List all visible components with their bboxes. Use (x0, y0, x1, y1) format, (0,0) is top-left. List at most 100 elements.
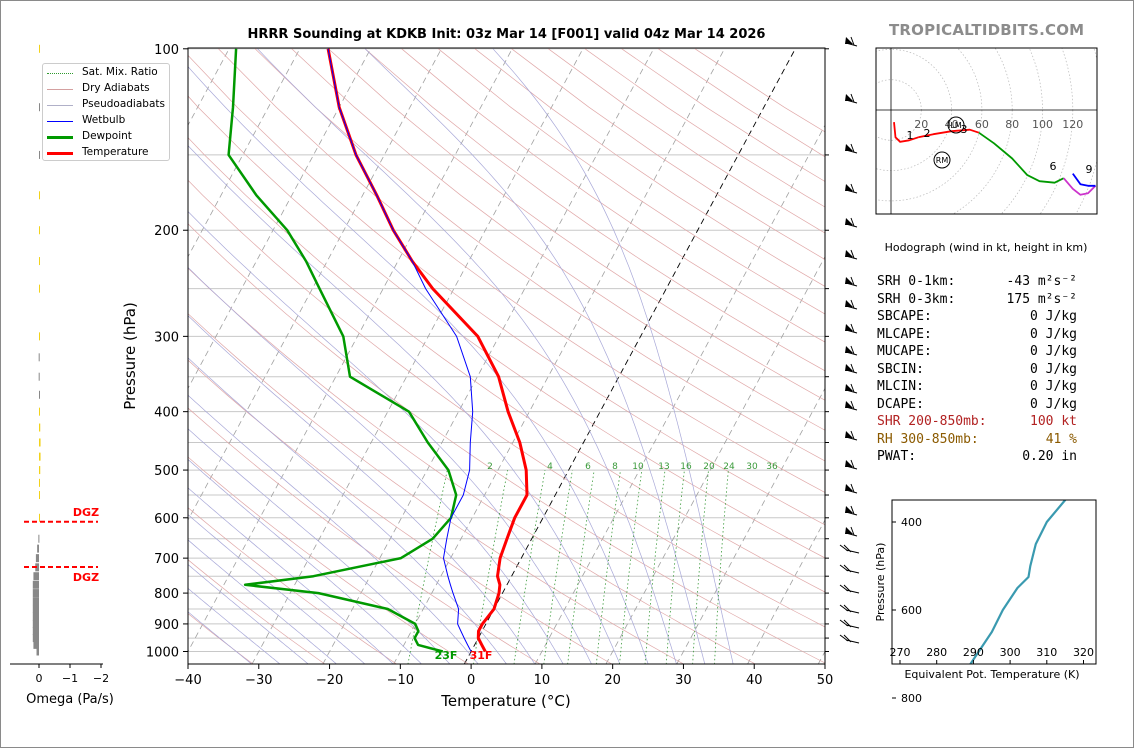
dry-adiabat (188, 137, 825, 593)
wind-barb-flag (850, 363, 855, 373)
mixing-ratio-label: 6 (585, 462, 591, 472)
wind-barb (839, 564, 860, 574)
pseudoadiabat (188, 357, 507, 664)
isotherm-line (188, 48, 442, 521)
x-tick-label: 30 (675, 673, 692, 688)
isotherm-line (188, 48, 301, 258)
stat-value: 0 J/kg (1030, 379, 1077, 394)
y-tick-label: 600 (154, 512, 179, 527)
stat-row: MUCAPE: 0 J/kg (877, 343, 1107, 361)
isotherm-line (322, 48, 655, 664)
surface-dewpoint-label: 23F (435, 649, 458, 662)
wind-barb (845, 400, 858, 411)
y-tick-label: 1000 (146, 646, 179, 661)
theta-e-plot-area (969, 500, 1067, 664)
x-tick-label: 10 (534, 673, 551, 688)
stat-value: 0 J/kg (1030, 326, 1077, 342)
theta-e-x-tick-label: 290 (963, 646, 984, 659)
hodograph-trace (1072, 173, 1096, 187)
mixing-ratio-label: 8 (612, 462, 618, 472)
stat-label: SRH 0-1km: (877, 274, 956, 289)
omega-bar (32, 634, 39, 643)
dry-adiabat (188, 95, 825, 559)
omega-bar (39, 191, 40, 200)
hodograph-ring-label: 60 (975, 118, 989, 131)
omega-bar (39, 226, 40, 235)
dry-adiabat (401, 48, 825, 343)
hodograph-ring-label: 80 (1005, 118, 1019, 131)
omega-bar (39, 44, 40, 53)
stat-value: 0.20 in (1022, 449, 1077, 464)
wind-barb (839, 619, 860, 629)
wind-barb (845, 249, 858, 260)
wind-barb-flag (850, 383, 855, 393)
mixing-ratio-line (513, 470, 546, 664)
wind-barb (845, 483, 858, 494)
omega-bar (36, 647, 39, 656)
stat-row: DCAPE: 0 J/kg (877, 396, 1107, 414)
pseudoadiabat (188, 514, 366, 664)
stat-value: 41 % (1045, 431, 1077, 447)
chart-legend: Sat. Mix. Ratio Dry Adiabats Pseudoadiab… (42, 63, 170, 161)
stat-value: 0 J/kg (1030, 361, 1077, 377)
wind-barb-flag (843, 634, 852, 643)
omega-bar (39, 478, 40, 487)
stat-row: RH 300-850mb: 41 % (877, 431, 1107, 449)
site-brand[interactable]: TROPICALTIDBITS.COM (889, 21, 1085, 39)
omega-tick-label: 0 (36, 672, 43, 685)
hodograph-frame (875, 47, 1098, 215)
legend-label: Wetbulb (82, 114, 126, 126)
theta-e-y-tick-label: 600 (901, 604, 922, 617)
hodograph-height-label: 2 (924, 127, 931, 140)
stat-label: SBCAPE: (877, 309, 932, 324)
pseudoadiabat (257, 48, 677, 664)
pseudoadiabat (364, 48, 706, 664)
wind-barb-pennant (845, 218, 853, 225)
mixing-ratio-line (595, 470, 621, 664)
omega-bar (32, 627, 39, 636)
hodograph-ring-label: 100 (1032, 118, 1053, 131)
omega-tick-label: −2 (93, 672, 109, 685)
legend-label: Dewpoint (82, 130, 132, 142)
wind-barb-flag (839, 584, 849, 592)
legend-swatch-pseudoadiabats (47, 105, 73, 106)
isotherm-line (188, 48, 371, 390)
wind-barb-pennant (845, 484, 853, 491)
trace-dewpoint (227, 48, 458, 653)
theta-e-x-axis-label: Equivalent Pot. Temperature (K) (904, 668, 1079, 681)
stat-row: SBCIN: 0 J/kg (877, 361, 1107, 379)
mixing-ratio-label: 16 (680, 462, 692, 472)
hodograph-height-label: 6 (1050, 160, 1057, 173)
wind-barb-pennant (845, 460, 853, 467)
wind-barb-flag (850, 430, 855, 440)
stat-row: SHR 200-850mb: 100 kt (877, 413, 1107, 431)
pseudoadiabat (188, 315, 536, 664)
legend-swatch-wetbulb (47, 121, 73, 122)
isotherm-line (251, 48, 584, 664)
legend-swatch-temperature (47, 152, 73, 155)
legend-swatch-dewpoint (47, 136, 73, 139)
wind-barb (845, 276, 858, 287)
stat-label: SRH 0-3km: (877, 291, 956, 307)
wind-barb-flag (850, 276, 855, 286)
omega-bar (39, 390, 40, 399)
wind-barb-flag (839, 564, 849, 572)
wind-barb-pennant (845, 346, 853, 353)
mixing-ratio-label: 36 (766, 462, 778, 472)
theta-e-x-tick-label: 310 (1036, 646, 1057, 659)
wind-barb-flag (850, 299, 855, 309)
stat-label: PWAT: (877, 449, 917, 464)
storm-motion-rm-marker (933, 151, 951, 169)
wind-barb-flag (850, 323, 855, 333)
wind-barb (845, 323, 858, 334)
dgz-label: DGZ (73, 506, 99, 519)
omega-bar (39, 332, 40, 341)
pseudoadiabat (188, 539, 337, 664)
pseudoadiabat (188, 211, 592, 664)
x-tick-label: 0 (467, 673, 475, 688)
stat-label: MLCAPE: (877, 326, 932, 342)
x-axis-label: Temperature (°C) (440, 692, 570, 710)
dry-adiabat (188, 613, 254, 664)
omega-bar (39, 257, 40, 266)
hodograph-trace (1063, 177, 1097, 196)
